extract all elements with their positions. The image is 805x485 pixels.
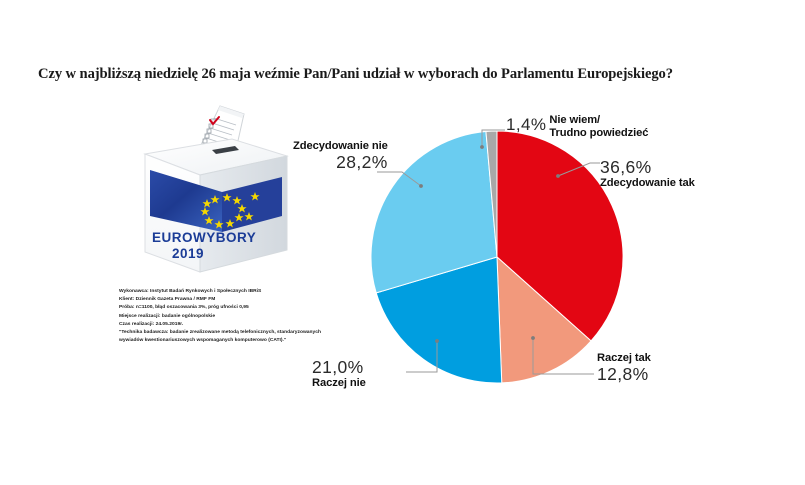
methodology-line: Próba: n=1100, błąd oszacowania 3%, próg…: [119, 305, 249, 311]
callout-zdecydowanie-nie-label: Zdecydowanie nie: [293, 140, 388, 152]
callout-zdecydowanie-nie-value: 28,2%: [336, 152, 388, 173]
methodology-line: Czas realizacji: 24.05.2019r.: [119, 321, 184, 327]
eu-flag-icon: [150, 170, 282, 232]
methodology-line: "Technika badawcza: badanie zrealizowane…: [119, 330, 321, 336]
callout-raczej-tak-value: 12,8%: [597, 364, 649, 385]
callout-nie-wiem-label: Nie wiem/Trudno powiedzieć: [549, 114, 648, 140]
callout-zdecydowanie-tak-label: Zdecydowanie tak: [600, 176, 695, 189]
pie-chart: [370, 128, 625, 386]
callout-raczej-tak: Raczej tak 12,8%: [597, 352, 651, 384]
callout-raczej-nie-value: 21,0%: [312, 357, 364, 377]
methodology-line: wywiadów kwestionariuszowych wspomaganyc…: [119, 338, 287, 344]
ballot-box-illustration: EUROWYBORY 2019: [122, 100, 297, 285]
callout-raczej-nie: 21,0% Raczej nie: [312, 358, 366, 390]
methodology-line: Miejsce realizacji: badanie ogólnopolski…: [119, 313, 216, 319]
callout-zdecydowanie-tak: 36,6% Zdecydowanie tak: [600, 158, 695, 190]
ballot-box-caption-line2: 2019: [172, 246, 204, 261]
callout-nie-wiem-label-line2: Trudno powiedzieć: [549, 127, 649, 140]
page-title: Czy w najbliższą niedzielę 26 maja weźmi…: [38, 66, 673, 82]
methodology-line: Wykonawca: Instytut Badań Rynkowych i Sp…: [119, 289, 262, 294]
ballot-box-caption-line1: EUROWYBORY: [152, 230, 256, 245]
methodology-note: Wykonawca: Instytut Badań Rynkowych i Sp…: [119, 288, 384, 346]
callout-zdecydowanie-nie: Zdecydowanie nie 28,2%: [293, 140, 388, 172]
methodology-line: Klient: Dziennik Gazeta Prawna / RMF FM: [119, 297, 216, 303]
callout-raczej-tak-label: Raczej tak: [597, 352, 651, 364]
callout-raczej-nie-label: Raczej nie: [312, 376, 366, 389]
callout-nie-wiem-label-line1: Nie wiem/: [549, 114, 601, 126]
pie-slice-0[interactable]: [496, 130, 624, 342]
callout-zdecydowanie-tak-value: 36,6%: [600, 157, 652, 177]
callout-nie-wiem: 1,4% Nie wiem/Trudno powiedzieć: [506, 114, 648, 140]
ballot-box-slot: [212, 146, 239, 154]
callout-nie-wiem-value: 1,4%: [506, 115, 547, 134]
